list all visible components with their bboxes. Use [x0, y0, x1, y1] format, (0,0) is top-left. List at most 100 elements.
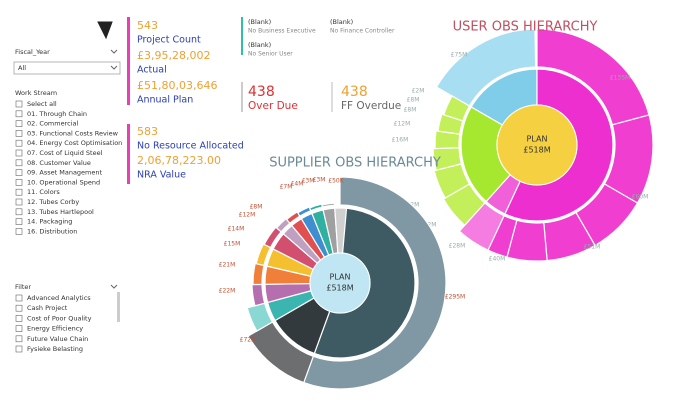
supplier-sunburst: PLAN £518M SUPPLIER OBS HIERARCHY £295M £72M… [219, 156, 465, 390]
sunburst-center [309, 252, 371, 314]
segment-label: £3M [302, 178, 315, 185]
ff-overdue-label: FF Overdue [341, 100, 401, 112]
blank-label: No Senior User [248, 51, 293, 58]
checkbox[interactable] [15, 304, 23, 312]
sunburst-segment [443, 95, 471, 122]
blank-label: No Business Executive [248, 28, 316, 35]
dropdown-value: All [18, 64, 26, 72]
kpi-label: NRA Value [137, 170, 186, 181]
segment-label: £12M [239, 212, 256, 219]
segment-label: £16M [392, 137, 409, 144]
chevron [110, 49, 118, 54]
segment-label: £8M [407, 97, 420, 104]
work-stream-label: Work Stream [15, 89, 57, 97]
sunburst-title: USER OBS HIERARCHY [453, 20, 598, 35]
checkbox-label: 12. Tubes Corby [27, 198, 79, 206]
checkbox[interactable] [15, 325, 23, 332]
user-sunburst: PLAN £518M USER OBS HIERARCHY £75M £135M £60M… [392, 20, 654, 263]
segment-label: £4M [291, 181, 304, 188]
kpi-label: Actual [137, 65, 167, 76]
segment-label: £40M [489, 256, 506, 263]
kpi-bar [331, 82, 333, 112]
checkbox[interactable] [15, 198, 23, 206]
checkbox[interactable] [15, 130, 23, 137]
checkbox[interactable] [15, 110, 23, 118]
segment-label: £8M [250, 204, 263, 211]
checkbox-label: Fysieke Belasting [27, 345, 83, 353]
segment-label: £60M [632, 194, 649, 201]
kpi-bar [127, 17, 130, 105]
blank-value: (Blank) [248, 18, 271, 26]
checkbox[interactable] [15, 100, 23, 108]
checkbox[interactable] [15, 335, 23, 343]
segment-label: £2M [412, 88, 425, 95]
over-due-value: 438 [248, 84, 275, 100]
checkbox[interactable] [15, 294, 23, 302]
segment-label: £22M [219, 288, 236, 295]
center-label: PLAN [527, 135, 548, 144]
segment-label: £51M [584, 244, 601, 251]
kpi-value: 2,06,78,223.00 [137, 154, 221, 167]
checkbox-label: 03. Functional Costs Review [27, 129, 119, 137]
segment-label: £12M [394, 121, 411, 128]
filter-label: Filter [15, 283, 31, 291]
segment-label: £2M [424, 222, 437, 229]
checkbox-label: Advanced Analytics [27, 294, 91, 302]
dropdown[interactable] [13, 61, 121, 75]
kpi-value: 543 [137, 19, 158, 32]
checkbox-label: 13. Tubes Hartlepool [27, 208, 94, 216]
ff-overdue-value: 438 [341, 84, 368, 100]
kpi-value: £3,95,28,002 [137, 49, 210, 62]
checkbox[interactable] [15, 120, 23, 127]
segment-label: £75M [451, 52, 468, 59]
kpi-bar [241, 17, 243, 55]
blank-label: No Finance Controller [330, 28, 395, 35]
checkbox-label: 07. Cost of Liquid Steel [27, 149, 103, 157]
checkbox[interactable] [15, 159, 23, 167]
checkbox-label: 11. Colors [27, 188, 60, 196]
chevron [110, 65, 118, 70]
segment-label: £21M [219, 262, 236, 269]
segment-label: £15M [224, 241, 241, 248]
segment-label: £50K [328, 178, 344, 185]
center-value: £518M [523, 146, 550, 155]
kpi-value: 583 [137, 125, 158, 138]
checkbox[interactable] [15, 208, 23, 216]
segment-label: £8M [404, 107, 417, 114]
checkbox-label: 09. Asset Management [27, 169, 103, 177]
checkbox-label: 02. Commercial [27, 120, 78, 128]
segment-label: £72M [240, 337, 257, 344]
checkbox-label: Future Value Chain [27, 335, 88, 343]
blank-value: (Blank) [330, 18, 353, 26]
checkbox[interactable] [15, 228, 23, 235]
segment-label: £28M [449, 243, 466, 250]
checkbox[interactable] [15, 188, 23, 196]
blank-value: (Blank) [248, 41, 271, 49]
segment-label: £135M [610, 75, 630, 82]
checkbox[interactable] [15, 218, 23, 225]
checkbox[interactable] [15, 169, 23, 176]
checkbox-label: 10. Operational Spend [27, 178, 100, 186]
center-label: PLAN [330, 273, 351, 282]
checkbox[interactable] [15, 149, 23, 157]
sunburst-title: SUPPLIER OBS HIERARCHY [269, 156, 441, 171]
segment-label: £3M [313, 177, 326, 184]
scrollbar[interactable] [117, 292, 120, 322]
checkbox[interactable] [15, 139, 23, 147]
logo [97, 21, 113, 40]
segment-label: £295M [445, 294, 465, 301]
checkbox-label: 04. Energy Cost Optimisation [27, 139, 122, 147]
segment-label: £14M [228, 226, 245, 233]
checkbox-label: Energy Efficiency [27, 325, 83, 333]
fiscal-year-label: Fiscal_Year [15, 48, 50, 56]
kpi-label: No Resource Allocated [137, 141, 244, 152]
checkbox-label: Cash Project [27, 304, 68, 312]
checkbox[interactable] [15, 345, 23, 353]
center-value: £518M [326, 284, 353, 293]
sunburst-segment [302, 176, 447, 390]
checkbox[interactable] [15, 179, 23, 186]
checkbox-label: 08. Customer Value [27, 159, 91, 167]
over-due-label: Over Due [248, 100, 298, 112]
checkbox[interactable] [15, 315, 23, 322]
